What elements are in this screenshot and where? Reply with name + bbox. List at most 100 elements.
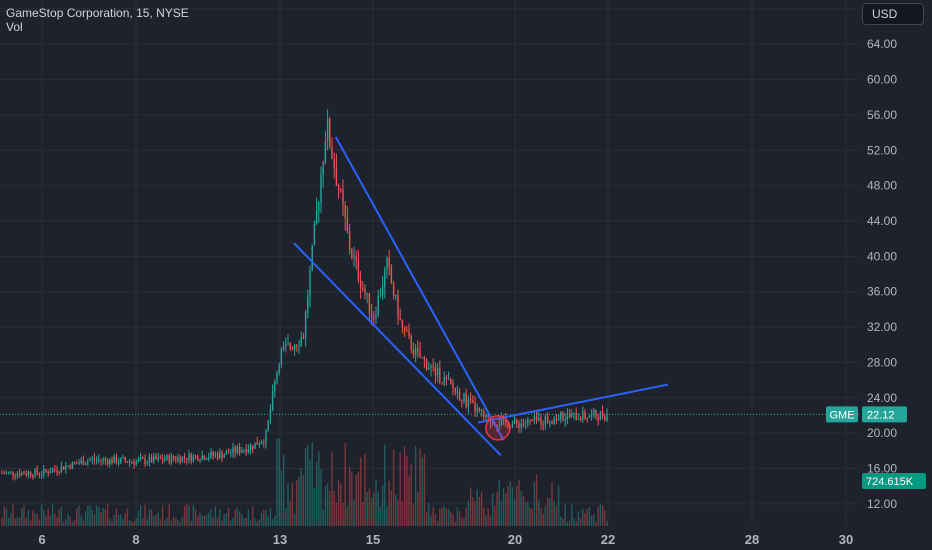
volume-bar: [203, 516, 206, 526]
candle-body: [533, 416, 536, 421]
volume-bar: [194, 509, 197, 526]
volume-bar: [307, 445, 309, 526]
volume-bar: [340, 483, 342, 526]
candle-body: [80, 460, 82, 463]
volume-bar: [461, 517, 463, 526]
candle-body: [436, 368, 439, 376]
volume-bar: [98, 507, 100, 526]
candle-body: [300, 337, 302, 346]
candle-body: [157, 456, 159, 460]
candle-body: [214, 453, 217, 456]
candle-body: [335, 168, 338, 186]
volume-bar: [390, 490, 393, 526]
x-tick-label: 30: [839, 532, 853, 547]
candle-body: [439, 368, 441, 383]
volume-bar: [269, 508, 272, 526]
volume-bar: [260, 513, 263, 526]
candle-body: [599, 411, 602, 421]
candle-body: [120, 458, 122, 463]
candle-body: [78, 462, 80, 464]
volume-bar: [593, 514, 595, 526]
candle-body: [23, 472, 25, 475]
volume-bar: [302, 475, 305, 526]
volume-bar: [280, 470, 283, 526]
candle-body: [480, 410, 483, 412]
x-tick-label: 28: [745, 532, 759, 547]
volume-bar: [478, 496, 481, 526]
candle-body: [161, 458, 164, 461]
candle-body: [131, 461, 133, 463]
x-axis[interactable]: 6 8 13 15 20 22 28 30: [38, 532, 853, 547]
candle-body: [406, 330, 408, 332]
y-tick-label: 12.00: [867, 497, 897, 511]
volume-bar: [533, 482, 536, 526]
candle-body: [355, 256, 357, 261]
volume-bar: [36, 514, 38, 526]
y-tick-label: 52.00: [867, 143, 897, 157]
volume-bar: [278, 438, 280, 526]
volume-bar: [219, 508, 221, 526]
volume-bar: [5, 507, 8, 526]
y-axis[interactable]: 12.00 16.00 20.00 24.00 28.00 32.00 36.00 40.00…: [867, 2, 897, 511]
candle-body: [456, 391, 459, 393]
volume-bar: [126, 508, 129, 526]
volume-bar: [65, 519, 67, 526]
volume-bar: [183, 506, 186, 526]
volume-bar: [344, 442, 346, 526]
volume-bar: [410, 463, 412, 526]
candle-body: [14, 475, 16, 477]
volume-bar: [419, 448, 421, 526]
volume-bar: [582, 508, 584, 526]
volume-bar: [223, 513, 225, 526]
volume-bar: [359, 457, 362, 526]
candle-body: [340, 190, 342, 192]
volume-bar: [606, 520, 608, 526]
volume-bar: [564, 504, 566, 526]
candle-body: [111, 459, 113, 464]
volume-bar: [535, 474, 538, 526]
candle-body: [146, 462, 148, 464]
candle-body: [291, 347, 294, 350]
candle-body: [410, 335, 412, 350]
candle-body: [423, 357, 426, 360]
candle-body: [604, 416, 606, 421]
volume-bar: [562, 518, 564, 526]
symbol-title[interactable]: GameStop Corporation, 15, NYSE: [6, 6, 189, 20]
candle-body: [65, 465, 67, 470]
volume-bar: [436, 521, 439, 526]
volume-bar: [463, 518, 465, 526]
volume-bar: [38, 519, 41, 526]
volume-bar: [40, 504, 43, 526]
volume-bar: [128, 520, 131, 526]
volume-bar: [326, 483, 329, 526]
currency-button[interactable]: USD: [862, 3, 924, 25]
candle-body: [263, 442, 265, 444]
volume-bar: [142, 518, 144, 526]
volume-bar: [579, 518, 582, 526]
candle-body: [175, 458, 177, 461]
candle-body: [287, 343, 289, 345]
volume-bar: [45, 515, 47, 526]
candle-body: [82, 460, 85, 465]
candle-body: [342, 190, 344, 205]
volume-bar: [597, 506, 599, 526]
volume-bar: [588, 506, 591, 526]
volume-bar: [104, 509, 107, 526]
volume-bar: [364, 453, 366, 526]
candle-body: [34, 469, 36, 477]
candle-body: [98, 459, 100, 461]
candle-body: [474, 402, 476, 412]
candle-body: [417, 348, 419, 351]
volume-indicator-label[interactable]: Vol: [6, 20, 23, 34]
price-badge: [862, 406, 907, 423]
candle-body: [230, 452, 232, 454]
volume-bar: [322, 509, 324, 526]
volume-bar: [599, 504, 602, 526]
y-tick-label: 32.00: [867, 320, 897, 334]
volume-bar: [210, 508, 212, 526]
volume-bar: [560, 516, 562, 526]
volume-bar: [342, 502, 344, 526]
candle-body: [333, 158, 335, 169]
candle-body: [5, 472, 8, 474]
